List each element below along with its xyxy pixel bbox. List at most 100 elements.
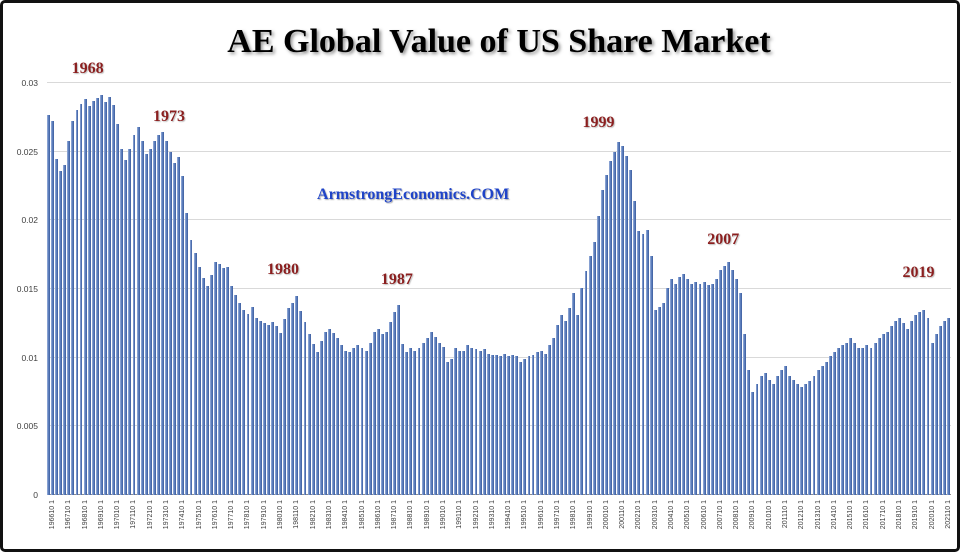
bar [539, 350, 543, 495]
bar [242, 309, 246, 495]
bar [942, 320, 946, 495]
x-tick-label: 198910 1 [423, 500, 431, 530]
bar [389, 321, 392, 495]
x-tick-label: 200410 1 [667, 500, 675, 530]
x-tick-label: 196710 1 [65, 500, 73, 530]
x-tick-label: 200610 1 [700, 500, 708, 530]
bar [140, 140, 144, 495]
bar [218, 264, 221, 495]
bar [181, 176, 185, 495]
bar [889, 326, 893, 495]
bar [230, 286, 234, 495]
bar [694, 282, 698, 495]
x-tick-label: 197010 1 [114, 500, 122, 530]
bar [564, 320, 568, 495]
x-tick-label: 197510 1 [195, 500, 203, 530]
bar [401, 343, 405, 495]
x-tick-label: 198710 1 [391, 500, 399, 530]
bar [718, 269, 722, 495]
bar [99, 95, 103, 495]
bar [767, 379, 771, 495]
bar [287, 308, 291, 495]
x-tick-label: 197610 1 [211, 500, 219, 530]
x-tick-label: 199310 1 [488, 500, 496, 530]
bar [519, 361, 523, 495]
bar [702, 282, 706, 495]
x-tick-label: 199410 1 [505, 500, 513, 530]
y-tick-label: 0.005 [16, 421, 38, 432]
bar [572, 293, 576, 495]
bar [731, 269, 735, 495]
bar [661, 302, 665, 495]
x-tick-label: 199210 1 [472, 500, 480, 530]
bar [893, 320, 897, 495]
x-tick-label: 199010 1 [439, 500, 447, 530]
bar [213, 261, 217, 495]
bar [397, 305, 401, 495]
bar [686, 279, 690, 495]
x-tick-label: 200910 1 [749, 500, 757, 530]
gridline [47, 82, 951, 83]
bar [120, 148, 124, 495]
x-tick-label: 197110 1 [130, 500, 138, 529]
bar [462, 350, 466, 495]
bar [311, 343, 315, 495]
x-tick-label: 198110 1 [293, 500, 301, 529]
bar [169, 151, 173, 495]
bar [63, 165, 67, 495]
bar [112, 104, 116, 495]
bar [262, 323, 266, 495]
x-tick-label: 201510 1 [847, 500, 855, 530]
bar [836, 348, 840, 495]
bar [295, 295, 299, 495]
bar [645, 229, 649, 495]
bar [727, 261, 730, 495]
bar [250, 306, 254, 495]
bar [743, 334, 747, 495]
annotation-1968: 1968 [71, 59, 104, 77]
bar [128, 148, 132, 495]
bar [319, 341, 323, 495]
bar [535, 352, 539, 495]
bar [55, 158, 59, 495]
bar [576, 315, 580, 495]
y-tick-label: 0.02 [21, 215, 38, 226]
x-tick-label: 200010 1 [602, 500, 610, 530]
bar [405, 352, 409, 495]
bar [238, 302, 242, 495]
bar [108, 96, 111, 495]
bar [722, 265, 726, 495]
x-tick-label: 201710 1 [879, 500, 887, 530]
bar [608, 161, 612, 495]
x-tick-label: 199810 1 [570, 500, 578, 530]
bar [881, 334, 885, 495]
bar [67, 140, 71, 495]
bar [604, 175, 608, 495]
bar [551, 338, 555, 495]
x-tick-label: 202010 1 [928, 500, 936, 530]
x-tick-label: 197710 1 [228, 500, 236, 530]
bar [784, 365, 787, 495]
bar [490, 354, 494, 495]
x-tick-label: 198010 1 [277, 500, 285, 530]
bar [885, 331, 889, 495]
bar [914, 315, 918, 495]
bar [132, 135, 136, 495]
bar [124, 159, 128, 495]
bar [779, 370, 783, 495]
bar [275, 326, 278, 495]
bar [898, 317, 901, 495]
bar [429, 331, 433, 495]
bar [775, 375, 779, 495]
bar [926, 317, 930, 495]
bar [714, 279, 718, 495]
bar [474, 349, 478, 495]
bar [193, 253, 197, 495]
bar [156, 135, 160, 495]
bar [368, 342, 372, 495]
bar [922, 309, 926, 495]
y-tick-label: 0.025 [16, 146, 38, 157]
bar [283, 319, 287, 495]
bar [845, 342, 849, 495]
bar [771, 383, 775, 495]
